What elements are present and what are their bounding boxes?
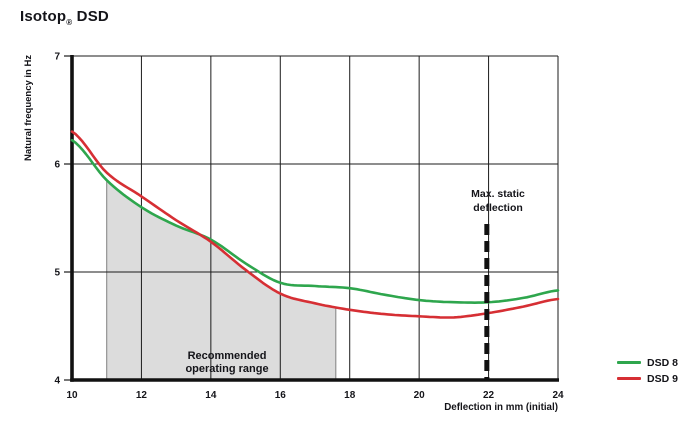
- curve-dsd9: [70, 130, 560, 319]
- title-suffix: DSD: [72, 8, 109, 25]
- xtick-label-10: 10: [66, 390, 78, 401]
- xtick-label-16: 16: [275, 390, 287, 401]
- xtick-label-22: 22: [483, 390, 495, 401]
- y-axis-title: Natural frequency in Hz: [23, 55, 34, 161]
- registered-trademark-symbol: ®: [66, 18, 73, 27]
- xtick-label-14: 14: [205, 390, 217, 401]
- dsd9-line-swatch: [617, 376, 641, 381]
- max-static-deflection-label: Max. static deflection: [471, 188, 525, 214]
- recommended-operating-range-label: Recommended operating range: [185, 350, 269, 375]
- curve-dsd8: [70, 138, 560, 305]
- ytick-label-5: 5: [54, 268, 60, 279]
- ytick-label-6: 6: [54, 160, 60, 171]
- xtick-label-24: 24: [552, 390, 564, 401]
- xtick-label-20: 20: [414, 390, 426, 401]
- ytick-label-4: 4: [54, 376, 60, 387]
- x-axis-title: Deflection in mm (initial): [444, 402, 558, 413]
- legend-label-dsd9: DSD 9: [647, 372, 678, 385]
- legend-item-dsd9: DSD 9: [617, 372, 678, 385]
- legend: DSD 8 DSD 9: [617, 356, 678, 385]
- recommended-range-region: [106, 180, 336, 380]
- xtick-label-12: 12: [136, 390, 148, 401]
- page-title: Isotop® DSD: [20, 8, 109, 27]
- xtick-label-18: 18: [344, 390, 356, 401]
- legend-item-dsd8: DSD 8: [617, 356, 678, 369]
- ytick-label-7: 7: [54, 52, 60, 63]
- legend-label-dsd8: DSD 8: [647, 356, 678, 369]
- title-product: Isotop: [20, 8, 67, 25]
- dsd8-line-swatch: [617, 360, 641, 365]
